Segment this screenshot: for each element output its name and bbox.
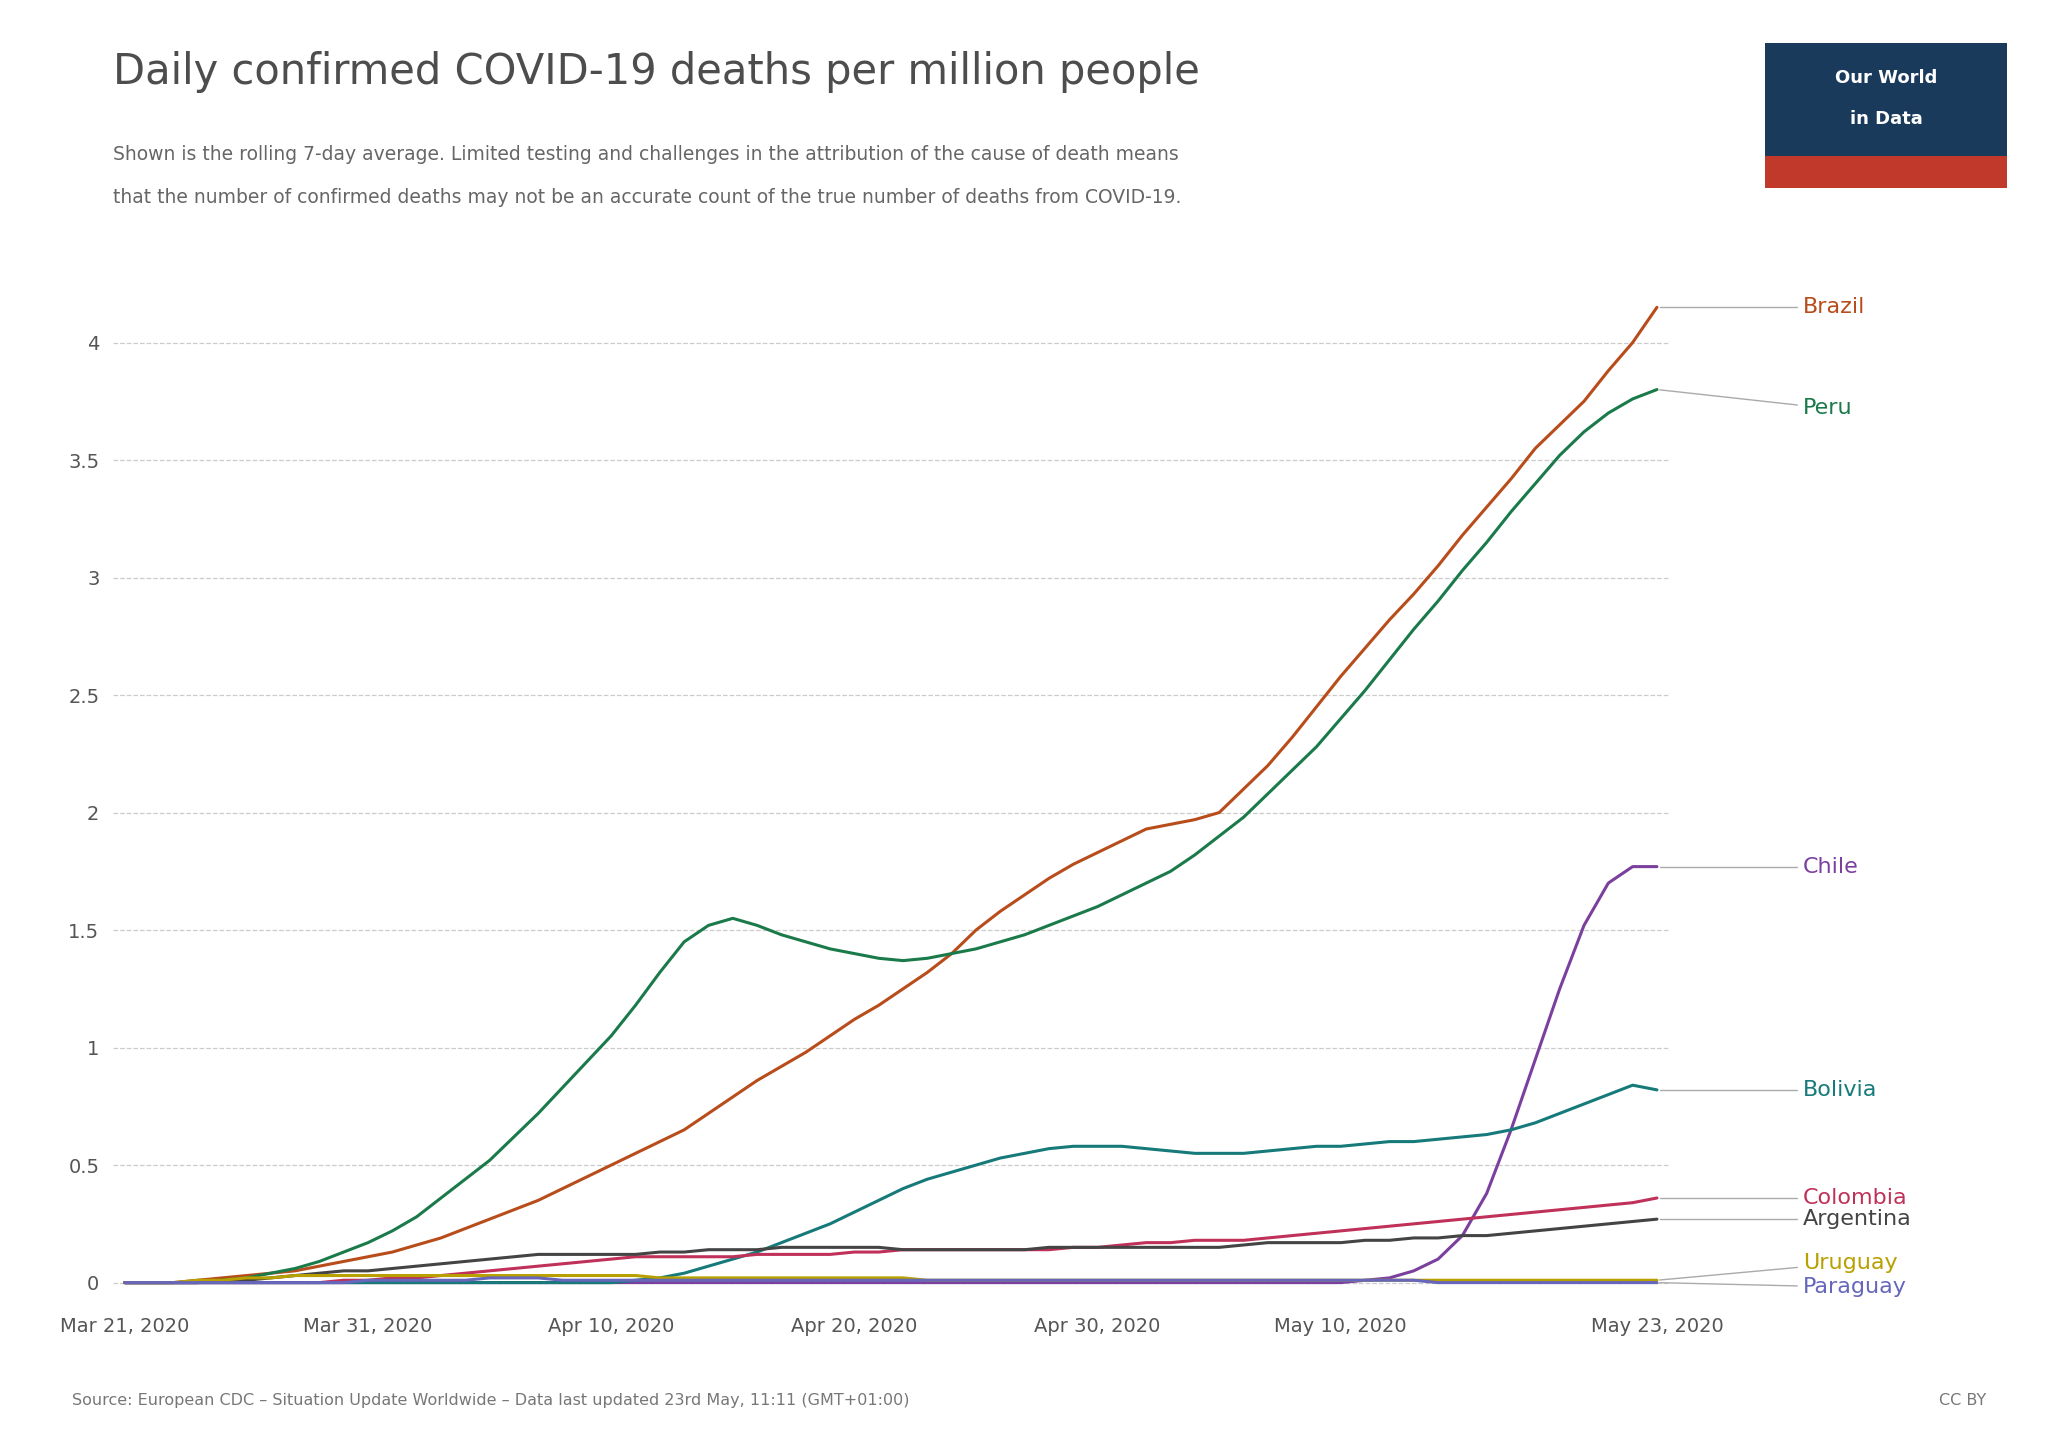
- Text: Uruguay: Uruguay: [1659, 1252, 1898, 1280]
- Text: CC BY: CC BY: [1939, 1394, 1987, 1408]
- Bar: [1765, 43, 2007, 156]
- Text: that the number of confirmed deaths may not be an accurate count of the true num: that the number of confirmed deaths may …: [113, 188, 1182, 207]
- Text: in Data: in Data: [1849, 110, 1923, 127]
- Text: Paraguay: Paraguay: [1659, 1277, 1907, 1297]
- Text: Colombia: Colombia: [1659, 1189, 1907, 1207]
- Text: Chile: Chile: [1659, 856, 1860, 876]
- Text: Source: European CDC – Situation Update Worldwide – Data last updated 23rd May, : Source: European CDC – Situation Update …: [72, 1394, 909, 1408]
- Text: Our World: Our World: [1835, 69, 1937, 87]
- Bar: [1765, 156, 2007, 188]
- Text: Daily confirmed COVID-19 deaths per million people: Daily confirmed COVID-19 deaths per mill…: [113, 51, 1200, 93]
- Text: Brazil: Brazil: [1659, 298, 1866, 317]
- Text: Argentina: Argentina: [1659, 1209, 1911, 1229]
- Text: Peru: Peru: [1659, 390, 1853, 418]
- Text: Bolivia: Bolivia: [1659, 1080, 1878, 1100]
- Text: Shown is the rolling 7-day average. Limited testing and challenges in the attrib: Shown is the rolling 7-day average. Limi…: [113, 145, 1178, 163]
